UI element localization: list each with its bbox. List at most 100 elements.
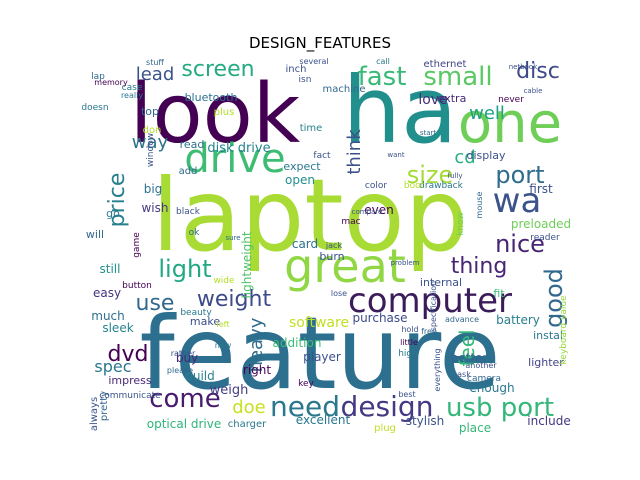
word-burn: burn — [319, 250, 344, 263]
word-stuff: stuff — [146, 58, 164, 67]
word-boot: boot — [404, 181, 425, 191]
word-mouse: mouse — [475, 192, 484, 219]
word-computer: computer — [348, 281, 512, 321]
word-color: color — [365, 181, 387, 191]
word-charger: charger — [228, 419, 267, 430]
word-cd: cd — [454, 147, 475, 168]
word-black: black — [176, 207, 201, 217]
word-fast: fast — [358, 62, 407, 92]
word-doesn: doesn — [81, 103, 108, 113]
word-really: really — [121, 91, 143, 100]
word-know: know — [456, 212, 466, 236]
word-beauty: beauty — [180, 308, 212, 318]
word-please: please — [167, 366, 193, 375]
word-preloaded: preloaded — [511, 217, 571, 231]
word-wish: wish — [141, 201, 168, 215]
word-plus: plus — [214, 107, 235, 118]
word-dvd: dvd — [108, 342, 149, 367]
word-specification: specification — [429, 281, 438, 331]
word-cable: cable — [524, 87, 543, 95]
word-don: don — [143, 125, 162, 136]
word-impress: impress — [108, 374, 152, 387]
word-now: now — [215, 341, 232, 350]
word-use: use — [136, 291, 175, 316]
word-buy: buy — [176, 351, 198, 365]
word-game: game — [132, 232, 142, 258]
word-right: right — [243, 363, 271, 377]
word-lightweight: lightweight — [240, 231, 254, 298]
word-build: build — [185, 369, 215, 383]
word-display: display — [466, 149, 506, 162]
word-top: top — [141, 105, 159, 118]
word-love: love — [418, 92, 447, 108]
word-addition: addition — [273, 336, 322, 350]
word-nice: nice — [495, 230, 545, 258]
word-plug: plug — [374, 423, 396, 434]
word-little: little — [400, 338, 418, 347]
word-inch: inch — [286, 64, 307, 75]
word-sleek: sleek — [102, 321, 133, 335]
word-isn: isn — [299, 75, 312, 85]
word-call: call — [376, 57, 390, 66]
word-button: button — [122, 281, 152, 291]
word-laptop: laptop — [152, 157, 468, 274]
word-window: window — [146, 133, 156, 167]
word-design: design — [341, 390, 434, 423]
word-well: well — [469, 103, 505, 124]
word-weight: weight — [197, 287, 272, 312]
word-size: size — [407, 161, 454, 189]
word-communicate: communicate — [99, 391, 161, 401]
word-way: way — [132, 132, 169, 153]
word-high: high — [398, 349, 418, 359]
word-sure: sure — [225, 234, 240, 242]
word-never: never — [498, 95, 524, 105]
word-fact: fact — [313, 151, 331, 161]
word-another: another — [465, 361, 497, 370]
word-come: come — [149, 384, 221, 414]
word-ok: ok — [189, 228, 201, 238]
word-wa: wa — [493, 181, 542, 221]
word-heavy: heavy — [246, 317, 267, 372]
word-ha: ha — [343, 57, 458, 164]
word-camera: camera — [467, 374, 501, 384]
word-drawback: drawback — [419, 181, 463, 191]
word-still: still — [100, 262, 121, 276]
word-several: several — [299, 57, 328, 66]
word-lead: lead — [136, 64, 175, 85]
word-better: better — [451, 351, 488, 365]
word-first: first — [529, 182, 553, 196]
word-fit: fit — [493, 287, 505, 300]
word-mac: mac — [341, 217, 360, 227]
word-start: start — [420, 129, 437, 137]
word-time: time — [300, 123, 323, 134]
word-look: look — [130, 67, 301, 162]
word-feel: feel — [455, 329, 479, 366]
word-left: left — [217, 320, 230, 329]
word-doe: doe — [232, 397, 266, 418]
word-free: free — [421, 327, 437, 336]
word-advance: advance — [445, 315, 479, 324]
word-think: think — [344, 129, 365, 175]
word-include: include — [527, 414, 570, 428]
chart-title: DESIGN_FEATURES — [248, 34, 392, 52]
word-keyboard-value: keyboard value — [559, 295, 569, 365]
word-want: want — [387, 151, 404, 159]
word-need: need — [270, 390, 340, 423]
word-internal: internal — [420, 276, 462, 289]
word-lose: lose — [331, 289, 347, 298]
word-small: small — [423, 62, 492, 92]
word-great: great — [284, 239, 406, 293]
word-make: make — [190, 315, 220, 328]
word-stylish: stylish — [406, 414, 445, 428]
word-disk-drive: disk drive — [207, 141, 270, 156]
word-expect: expect — [283, 160, 321, 173]
word-thing: thing — [451, 254, 508, 279]
word-add: add — [179, 166, 198, 177]
word-reader: reader — [530, 233, 560, 243]
word-even: even — [364, 203, 393, 217]
word-player: player — [303, 350, 341, 364]
word-purchase: purchase — [352, 311, 407, 325]
word-optical-drive: optical drive — [147, 417, 221, 431]
word-read: read — [180, 138, 205, 151]
